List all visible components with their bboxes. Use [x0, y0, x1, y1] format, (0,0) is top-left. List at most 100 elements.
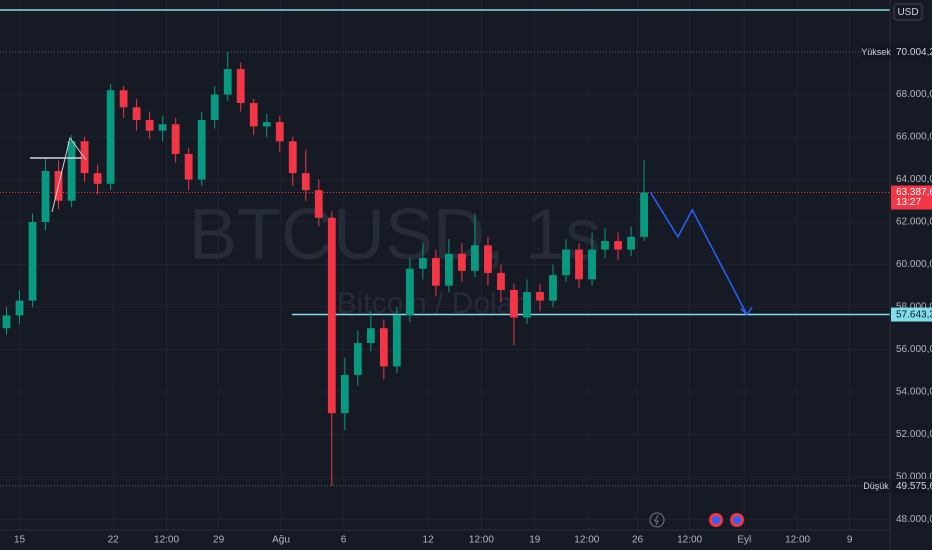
- plot: [0, 9, 890, 487]
- candle-body: [445, 253, 453, 286]
- x-tick-label: Ağu: [272, 535, 290, 546]
- candle-body: [28, 221, 37, 301]
- currency[interactable]: USD: [897, 7, 918, 18]
- candle-body: [132, 107, 141, 121]
- candle-body: [510, 289, 518, 318]
- candle-body: [640, 192, 648, 237]
- candle-body: [484, 245, 492, 273]
- candle-body: [366, 328, 375, 344]
- x-tick-label: 12: [423, 535, 435, 546]
- candle-body: [262, 122, 271, 127]
- y-tick-label: 52.000,0: [896, 429, 932, 440]
- x-tick-label: 9: [847, 535, 853, 546]
- low-label-value-box: [891, 478, 932, 493]
- x-tick-label: 12:00: [574, 535, 599, 546]
- event-icon-inner: [712, 516, 720, 524]
- candle-body: [523, 292, 531, 318]
- candle-body: [340, 374, 349, 414]
- low-label-name-box: [862, 478, 890, 493]
- y-tick-label: 50.000,0: [896, 472, 932, 483]
- candle-body: [405, 268, 414, 316]
- candle-body: [549, 275, 557, 301]
- high-label-value-box: [891, 44, 932, 59]
- lightning-icon[interactable]: [649, 512, 665, 528]
- candle-body: [106, 90, 115, 184]
- high-label-name: Yüksek: [861, 47, 891, 57]
- candle-body: [562, 249, 570, 276]
- y-tick-label: 54.000,0: [896, 387, 932, 398]
- low-label-value: 49.575,6: [896, 481, 932, 492]
- x-tick-label: 26: [632, 535, 644, 546]
- candle-body: [249, 103, 258, 127]
- candle-body: [171, 124, 180, 155]
- candle-body: [184, 154, 193, 180]
- y-tick-label: 48.000,0: [896, 514, 932, 525]
- candle-body: [158, 124, 167, 131]
- x-tick-label: 12:00: [469, 535, 494, 546]
- candle-body: [288, 141, 297, 174]
- candle-body: [67, 141, 76, 201]
- projection-line: [649, 192, 748, 315]
- last-price-box: [891, 185, 932, 210]
- event-icon-inner: [733, 516, 741, 524]
- candle-body: [314, 190, 323, 218]
- drawing: [30, 136, 87, 213]
- candle-body: [41, 171, 50, 222]
- x-tick-label: 15: [14, 535, 26, 546]
- candle-body: [223, 69, 232, 95]
- level-label-box: [891, 307, 932, 322]
- candle-body: [236, 69, 245, 104]
- candle-body: [301, 173, 310, 191]
- candle-body: [392, 315, 401, 367]
- x-tick-label: 22: [108, 535, 120, 546]
- high-label-name-box: [862, 44, 890, 59]
- currency-box[interactable]: [893, 3, 923, 21]
- candle-body: [379, 328, 388, 367]
- y-tick-label: 62.000,0: [896, 217, 932, 228]
- y-tick-label: 66.000,0: [896, 132, 932, 143]
- event-icons: [649, 512, 744, 528]
- candle-body: [497, 272, 505, 290]
- candle-body: [418, 258, 427, 269]
- candle-body: [471, 245, 479, 271]
- last-price: 63.387,6: [896, 187, 932, 198]
- y-tick-label: 60.000,0: [896, 259, 932, 270]
- candle-body: [119, 90, 128, 108]
- x-tick-label: 29: [213, 535, 225, 546]
- low-label-name: Düşük: [863, 481, 889, 491]
- high-label-value: 70.004,2: [896, 47, 932, 58]
- candle-body: [210, 94, 219, 121]
- x-tick-label: 12:00: [677, 535, 702, 546]
- candle-body: [327, 217, 336, 414]
- candle-body: [15, 300, 24, 316]
- x-tick-label: 6: [341, 535, 347, 546]
- candle-body: [197, 120, 206, 180]
- x-tick-label: 19: [529, 535, 541, 546]
- x-tick-label: 12:00: [785, 535, 810, 546]
- grid: [0, 0, 890, 530]
- x-tick-label: Eyl: [737, 535, 751, 546]
- candle-body: [614, 241, 622, 250]
- candle-body: [145, 120, 154, 131]
- candle-body: [275, 122, 284, 142]
- countdown: 13:27: [896, 197, 921, 208]
- candle-body: [575, 249, 583, 280]
- candle-body: [93, 173, 102, 184]
- lightning-glyph: [654, 514, 659, 526]
- y-tick-label: 68.000,0: [896, 89, 932, 100]
- triangle-drawing: [51, 136, 87, 213]
- candle-body: [458, 253, 466, 271]
- candle-body: [536, 292, 544, 301]
- x-tick-label: 12:00: [154, 535, 179, 546]
- candle-body: [627, 236, 635, 250]
- y-tick-label: 58.000,0: [896, 302, 932, 313]
- candle-body: [588, 249, 596, 280]
- projection-arrowhead: [740, 307, 753, 316]
- level-label: 57.643,3: [896, 310, 932, 321]
- axes: 48.000,0 50.000,0 52.000,0 54.000,0 56.000,0…: [14, 44, 932, 546]
- candle-body: [2, 315, 11, 329]
- y-tick-label: 64.000,0: [896, 174, 932, 185]
- candle-body: [601, 241, 609, 250]
